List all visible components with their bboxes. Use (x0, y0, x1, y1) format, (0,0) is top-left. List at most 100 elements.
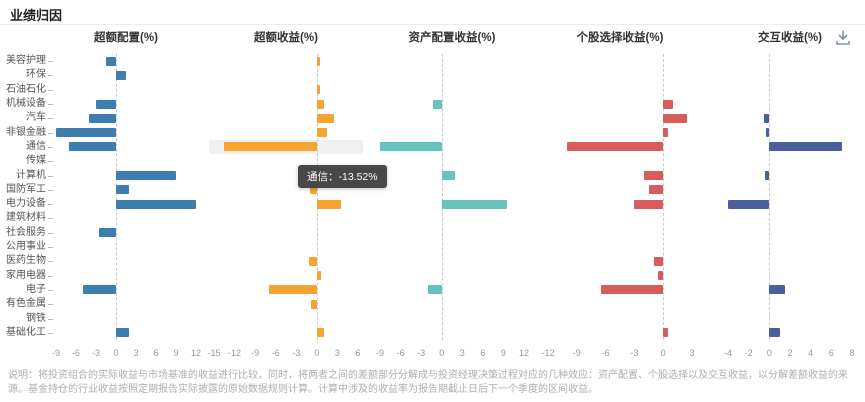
x-axis-tick-label: 6 (480, 348, 486, 358)
chart-title: 交互收益(%) (758, 32, 822, 44)
bar[interactable] (567, 142, 664, 152)
category-label: 医药生物 (6, 255, 46, 267)
zero-axis-line (441, 54, 443, 340)
bar[interactable] (316, 85, 321, 95)
bar[interactable] (663, 113, 688, 123)
category-label: 汽车 (26, 112, 46, 124)
category-label: 计算机 (16, 169, 46, 181)
bar[interactable] (316, 128, 328, 138)
y-axis-tick (48, 218, 53, 220)
category-label: 美容护理 (6, 55, 46, 67)
bar[interactable] (316, 99, 324, 109)
bar[interactable] (268, 285, 317, 295)
x-axis-tick-label: -15 (207, 348, 221, 358)
bar[interactable] (634, 199, 664, 209)
bar[interactable] (316, 56, 321, 66)
category-label: 非银金融 (6, 126, 46, 138)
x-axis-tick-label: -9 (251, 348, 260, 358)
bar[interactable] (56, 128, 116, 138)
bar[interactable] (116, 328, 130, 338)
y-axis-tick (48, 75, 53, 77)
x-axis-tick-label: 2 (787, 348, 793, 358)
zero-axis-line (663, 54, 665, 340)
bar[interactable] (769, 142, 842, 152)
download-icon[interactable] (834, 29, 852, 47)
bar[interactable] (316, 113, 334, 123)
bar[interactable] (316, 271, 321, 281)
x-axis-tick-label: -6 (396, 348, 405, 358)
bar[interactable] (116, 185, 130, 195)
bar[interactable] (441, 171, 456, 181)
x-axis-tick-label: 6 (828, 348, 834, 358)
bar[interactable] (648, 185, 664, 195)
bar[interactable] (82, 285, 116, 295)
bar[interactable] (116, 70, 126, 80)
bar[interactable] (663, 328, 668, 338)
bar[interactable] (310, 185, 317, 195)
panel-header: 业绩归因 (0, 0, 865, 24)
bar[interactable] (96, 99, 116, 109)
bar[interactable] (658, 271, 664, 281)
bar[interactable] (644, 171, 664, 181)
y-axis-tick (48, 275, 53, 277)
bar[interactable] (728, 199, 770, 209)
bar[interactable] (316, 328, 324, 338)
bar[interactable] (600, 285, 664, 295)
download-icon-glyph (836, 30, 850, 45)
x-axis-tick-label: -12 (541, 348, 555, 358)
bar[interactable] (433, 99, 442, 109)
bar[interactable] (224, 142, 317, 152)
bar[interactable] (116, 199, 196, 209)
bar[interactable] (441, 199, 507, 209)
y-axis-tick (48, 261, 53, 263)
x-axis-tick-label: -2 (744, 348, 753, 358)
bar[interactable] (89, 113, 116, 123)
bar[interactable] (69, 142, 116, 152)
category-label: 建筑材料 (6, 212, 46, 224)
y-axis-tick (48, 89, 53, 91)
bar[interactable] (99, 228, 116, 238)
bar[interactable] (428, 285, 442, 295)
x-axis-tick-label: -6 (601, 348, 610, 358)
y-axis-tick (48, 104, 53, 106)
bar[interactable] (663, 128, 668, 138)
bar[interactable] (116, 171, 176, 181)
x-axis-tick-label: 0 (314, 348, 320, 358)
bar[interactable] (764, 113, 770, 123)
x-axis-tick-label: -3 (417, 348, 426, 358)
bar[interactable] (653, 256, 664, 266)
category-label: 公用事业 (6, 241, 46, 253)
zero-axis-line (769, 54, 771, 340)
bar[interactable] (106, 56, 116, 66)
bar[interactable] (380, 142, 442, 152)
category-label: 国防军工 (6, 183, 46, 195)
tooltip-text: 通信：-13.52% (307, 171, 378, 183)
y-axis-tick (48, 289, 53, 291)
category-label: 电子 (26, 283, 46, 295)
bar[interactable] (769, 285, 785, 295)
category-label: 环保 (26, 69, 46, 81)
y-axis-tick (48, 232, 53, 234)
bar[interactable] (769, 328, 780, 338)
y-axis-tick (48, 146, 53, 148)
tooltip: 通信：-13.52% (298, 165, 387, 188)
y-axis-tick (48, 189, 53, 191)
category-label: 家用电器 (6, 269, 46, 281)
x-axis-tick-label: 8 (849, 348, 855, 358)
chart-title: 超额收益(%) (254, 32, 318, 44)
y-axis-tick (48, 118, 53, 120)
bar[interactable] (311, 299, 317, 309)
y-axis-tick (48, 132, 53, 134)
x-axis-tick-label: 9 (500, 348, 506, 358)
bar[interactable] (766, 128, 770, 138)
x-axis-tick-label: 0 (113, 348, 119, 358)
x-axis-tick-label: 3 (689, 348, 695, 358)
category-label: 有色金属 (6, 298, 46, 310)
bar[interactable] (663, 99, 673, 109)
x-axis-tick-label: -6 (71, 348, 80, 358)
bar[interactable] (765, 171, 770, 181)
y-axis-tick (48, 304, 53, 306)
category-label: 电力设备 (6, 198, 46, 210)
bar[interactable] (316, 199, 341, 209)
bar[interactable] (308, 256, 317, 266)
